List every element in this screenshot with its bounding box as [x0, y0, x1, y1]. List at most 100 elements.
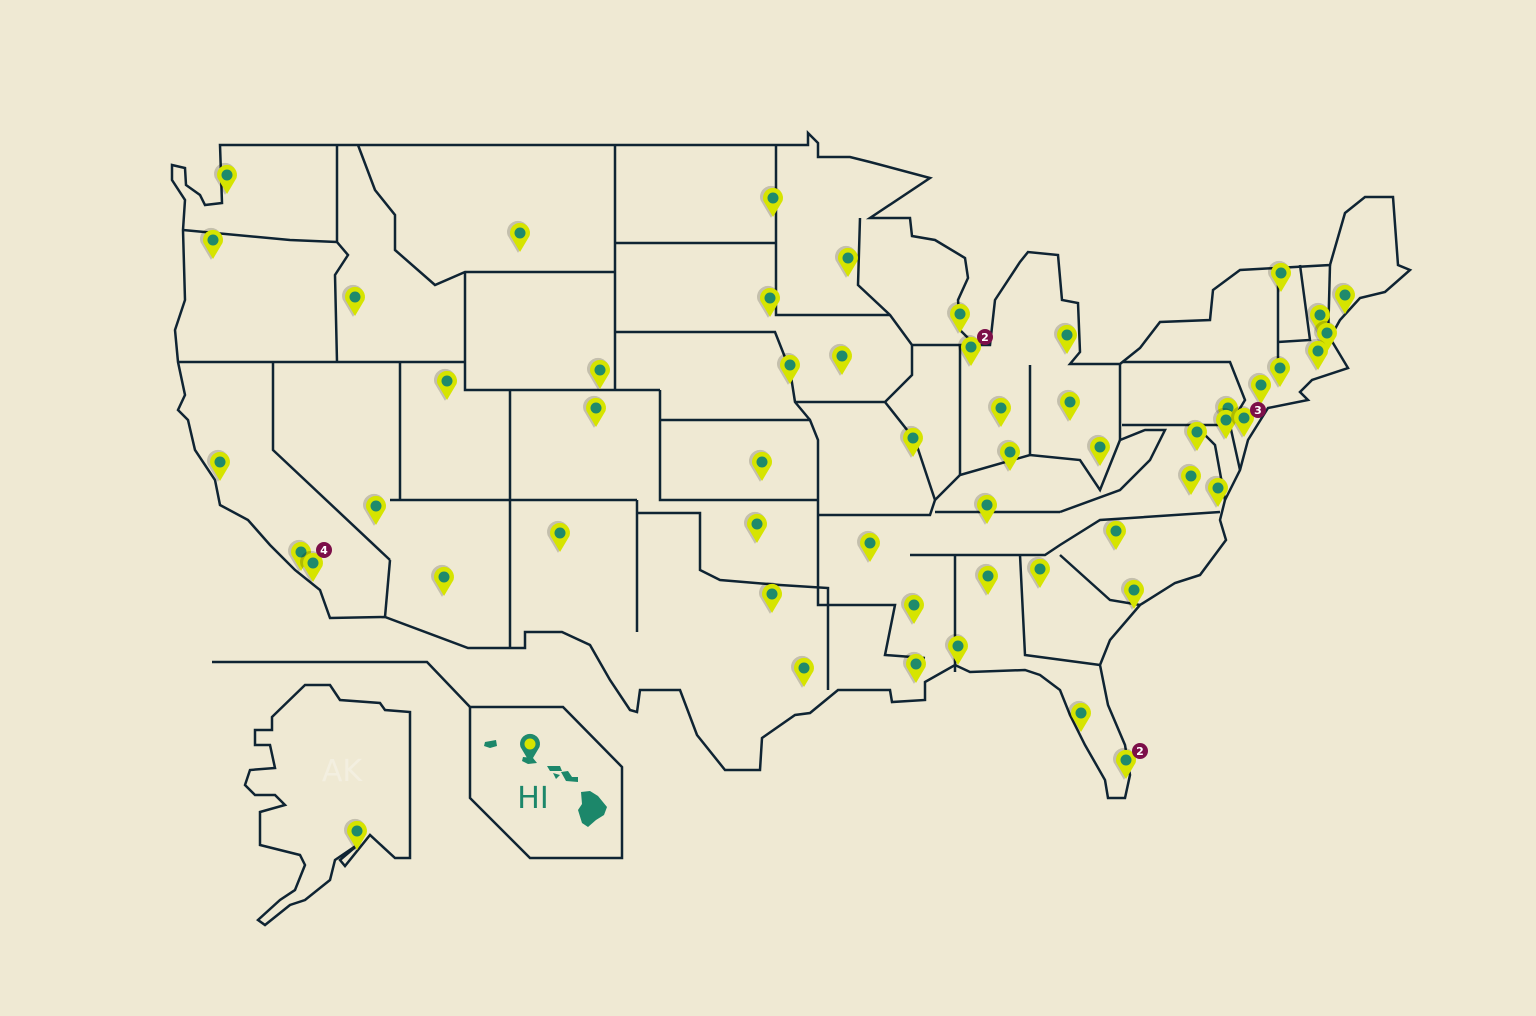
pin-center	[952, 640, 964, 652]
location-pin-icon[interactable]	[1087, 434, 1110, 467]
location-pin-icon[interactable]	[431, 564, 454, 597]
location-pin-icon[interactable]	[363, 493, 387, 526]
location-pin-icon[interactable]	[1248, 372, 1271, 405]
location-pin-icon[interactable]	[342, 284, 365, 317]
pin-center	[910, 658, 922, 670]
hawaii-location-pin-icon[interactable]	[520, 733, 540, 763]
location-pin-icon[interactable]	[988, 395, 1011, 428]
pin-center	[1110, 525, 1122, 537]
pin-center	[995, 402, 1007, 414]
location-pin-icon[interactable]	[207, 449, 230, 482]
location-pin-icon[interactable]	[857, 530, 880, 563]
location-pin-icon[interactable]	[834, 245, 858, 278]
location-pin-icon[interactable]	[777, 352, 800, 385]
location-pin-icon[interactable]	[434, 368, 457, 401]
location-pin-icon[interactable]	[1307, 302, 1330, 335]
location-pin-icon[interactable]	[1054, 322, 1077, 355]
pin-center	[1220, 414, 1232, 426]
location-pin-icon[interactable]	[1314, 320, 1337, 353]
pin-center	[590, 402, 602, 414]
pin-center	[1255, 379, 1267, 391]
location-pin-icon[interactable]	[547, 520, 570, 553]
cluster-count-badge[interactable]: 4	[316, 542, 332, 558]
location-pin-icon[interactable]	[507, 220, 530, 253]
location-pin-icon[interactable]	[903, 651, 926, 684]
location-pin-icon[interactable]	[1121, 577, 1145, 610]
pin-center	[908, 599, 920, 611]
pin-center	[1321, 327, 1333, 339]
location-pin-icon[interactable]	[1268, 260, 1292, 293]
location-pin-icon[interactable]	[1231, 405, 1255, 438]
location-pin-icon[interactable]	[900, 425, 923, 458]
location-pin-icon[interactable]	[749, 449, 772, 482]
pin-center	[756, 456, 768, 468]
location-pin-icon[interactable]	[759, 581, 782, 614]
location-pin-icon[interactable]	[1213, 407, 1237, 440]
location-pin-icon[interactable]	[300, 550, 323, 583]
location-pin-icon[interactable]	[1057, 389, 1080, 422]
location-pin-icon[interactable]	[973, 492, 997, 525]
location-pin-icon[interactable]	[1068, 700, 1091, 733]
badge-count: 2	[981, 331, 989, 344]
pin-center	[524, 738, 536, 750]
pin-center	[864, 537, 876, 549]
location-pin-icon[interactable]	[997, 439, 1020, 472]
location-pin-icon[interactable]	[1332, 282, 1356, 315]
pin-center	[438, 571, 450, 583]
pin-center	[1312, 345, 1324, 357]
location-pin-icon[interactable]	[791, 655, 814, 688]
location-pin-icon[interactable]	[1027, 556, 1050, 589]
location-pin-icon[interactable]	[288, 539, 311, 572]
pin-center	[842, 252, 854, 264]
pin-center	[981, 499, 993, 511]
pin-center	[221, 169, 233, 181]
pin-center	[982, 570, 994, 582]
location-pin-icon[interactable]	[1102, 518, 1126, 551]
pin-center	[1004, 446, 1016, 458]
location-pin-icon[interactable]	[901, 592, 924, 625]
pin-center	[766, 588, 778, 600]
location-pin-icon[interactable]	[829, 343, 852, 376]
pin-center	[798, 662, 810, 674]
location-pin-icon[interactable]	[1178, 463, 1201, 496]
pin-center	[349, 291, 361, 303]
location-pin-icon[interactable]	[760, 185, 783, 218]
badge-circle	[316, 542, 332, 558]
location-pin-icon[interactable]	[200, 227, 223, 260]
pin-center	[1212, 482, 1224, 494]
pin-center	[1238, 412, 1250, 424]
location-pin-icon[interactable]	[975, 563, 998, 596]
pin-center	[767, 192, 779, 204]
cluster-badges: 2 3 4 2	[316, 329, 1266, 759]
cluster-count-badge[interactable]: 2	[1132, 743, 1148, 759]
alaska-shape	[243, 683, 412, 927]
location-pin-icon[interactable]	[214, 162, 237, 195]
location-pin-icon[interactable]	[1184, 419, 1207, 452]
cluster-count-badge[interactable]: 3	[1250, 402, 1266, 418]
location-pin-icon[interactable]	[744, 511, 767, 544]
location-pin-icon[interactable]	[1267, 355, 1290, 388]
hawaii-islands	[484, 740, 607, 827]
location-pin-icon[interactable]	[343, 818, 367, 851]
location-pin-icon[interactable]	[1205, 475, 1228, 508]
location-pin-icon[interactable]	[757, 285, 781, 318]
location-pin-icon[interactable]	[587, 357, 610, 390]
pin-center	[751, 518, 763, 530]
badge-count: 2	[1136, 745, 1144, 758]
cluster-count-badge[interactable]: 2	[977, 329, 993, 345]
location-pin-icon[interactable]	[947, 301, 971, 334]
location-pin-icon[interactable]	[944, 633, 969, 666]
location-pin-icon[interactable]	[1113, 747, 1136, 780]
pin-center	[594, 364, 606, 376]
pin-center	[370, 500, 382, 512]
location-pin-icon[interactable]	[1305, 338, 1328, 371]
badge-circle	[977, 329, 993, 345]
badge-count: 3	[1254, 404, 1262, 417]
pin-center	[295, 546, 307, 558]
pin-center	[514, 227, 526, 239]
location-pin-icon[interactable]	[583, 395, 607, 428]
pin-center	[307, 557, 319, 569]
pin-center	[1061, 329, 1073, 341]
location-pin-icon[interactable]	[957, 334, 981, 367]
